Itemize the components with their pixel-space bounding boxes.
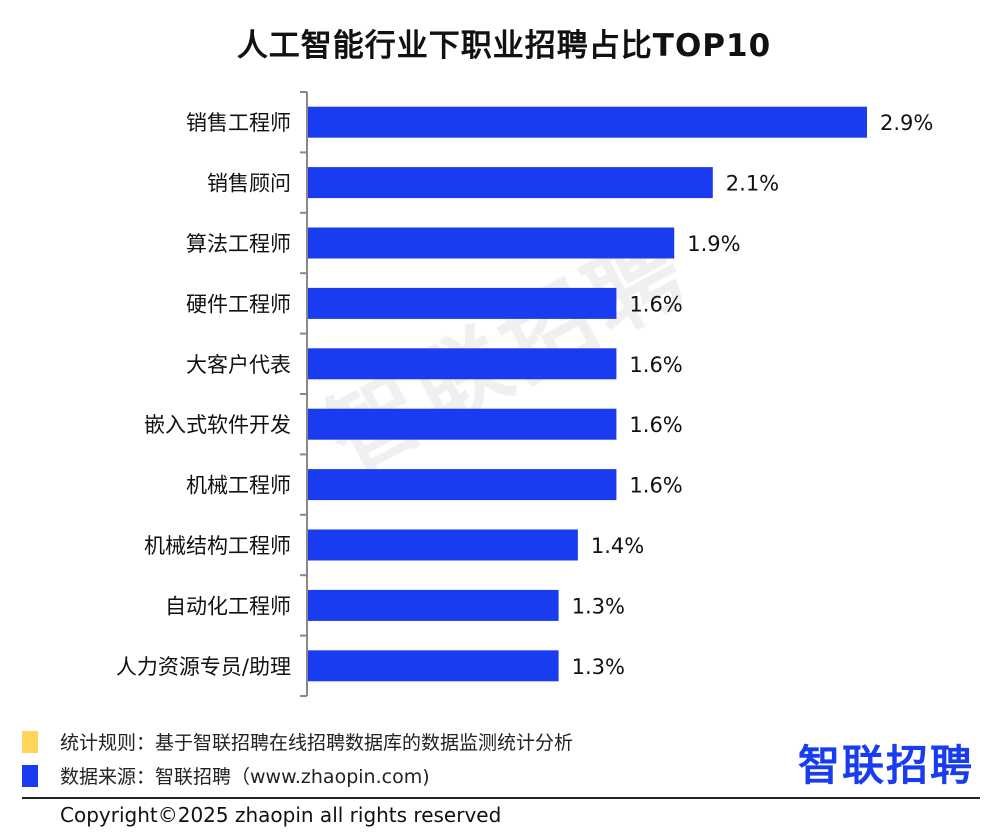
bar bbox=[308, 227, 675, 259]
bar bbox=[308, 348, 617, 380]
bar bbox=[308, 529, 578, 561]
bar-chart: 销售工程师 2.9% 销售顾问 2.1% 算法工程师 1.9% 硬件工程师 1.6% 大客户代表… bbox=[116, 91, 933, 697]
bar bbox=[308, 287, 617, 319]
data-label: 1.3% bbox=[572, 655, 625, 679]
bar bbox=[308, 408, 617, 440]
category-label: 销售工程师 bbox=[186, 111, 291, 135]
category-label: 销售顾问 bbox=[207, 172, 291, 196]
category-label: 人力资源专员/助理 bbox=[116, 655, 291, 679]
data-label: 1.6% bbox=[629, 292, 682, 316]
copyright-text: Copyright©2025 zhaopin all rights reserv… bbox=[60, 803, 502, 827]
legend-swatch-blue bbox=[22, 764, 38, 787]
data-label: 1.6% bbox=[629, 413, 682, 437]
category-label: 算法工程师 bbox=[186, 232, 291, 256]
data-label: 1.3% bbox=[572, 594, 625, 618]
category-label: 大客户代表 bbox=[186, 353, 291, 377]
category-label: 机械工程师 bbox=[186, 474, 291, 498]
data-label: 1.6% bbox=[629, 353, 682, 377]
bar bbox=[308, 589, 559, 621]
category-label: 嵌入式软件开发 bbox=[144, 413, 291, 437]
legend-label-rule: 统计规则：基于智联招聘在线招聘数据库的数据监测统计分析 bbox=[60, 732, 574, 754]
category-label: 机械结构工程师 bbox=[144, 534, 291, 558]
legend-swatch-yellow bbox=[22, 730, 38, 753]
legend-label-source: 数据来源：智联招聘（www.zhaopin.com) bbox=[60, 766, 430, 788]
data-label: 1.9% bbox=[687, 232, 740, 256]
legend-item-rule: 统计规则：基于智联招聘在线招聘数据库的数据监测统计分析 bbox=[22, 728, 573, 755]
data-label: 1.4% bbox=[591, 534, 644, 558]
legend-item-source: 数据来源：智联招聘（www.zhaopin.com) bbox=[22, 762, 430, 789]
chart-title: 人工智能行业下职业招聘占比TOP10 bbox=[236, 28, 772, 64]
brand-logo: 智联招聘 bbox=[798, 732, 974, 793]
bar bbox=[308, 650, 559, 682]
bar bbox=[308, 106, 867, 138]
data-label: 2.1% bbox=[726, 172, 779, 196]
category-label: 自动化工程师 bbox=[165, 594, 291, 618]
bar bbox=[308, 167, 713, 199]
footer-divider bbox=[22, 797, 980, 799]
brand-logo-text: 智联招聘 bbox=[797, 741, 974, 790]
category-label: 硬件工程师 bbox=[186, 292, 291, 316]
data-label: 1.6% bbox=[629, 474, 682, 498]
bar bbox=[308, 469, 617, 501]
data-label: 2.9% bbox=[880, 111, 933, 135]
